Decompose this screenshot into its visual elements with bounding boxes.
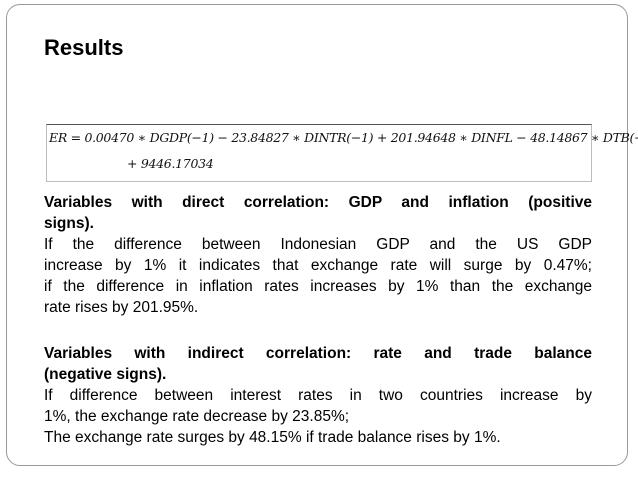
indirect-correlation-paragraph: Variables with indirect correlation: rat… [44,343,592,448]
slide-title: Results [44,35,124,60]
indirect-heading-line-1: Variables with indirect correlation: rat… [44,345,592,362]
direct-text-line: increase by 1% it indicates that exchang… [44,257,592,274]
indirect-text-line: 1%, the exchange rate decrease by 23.85%… [44,408,350,425]
direct-correlation-paragraph: Variables with direct correlation: GDP a… [44,192,592,318]
indirect-text-line: The exchange rate surges by 48.15% if tr… [44,429,501,446]
regression-equation: ER = 0.00470 ∗ DGDP(−1) − 23.84827 ∗ DIN… [46,124,638,182]
equation-line-1: ER = 0.00470 ∗ DGDP(−1) − 23.84827 ∗ DIN… [49,130,638,145]
equation-line-2: + 9446.17034 [127,156,214,171]
direct-text-line: if the difference in inflation rates inc… [44,278,592,295]
direct-text-line: rate rises by 201.95%. [44,299,199,316]
slide-frame: Results ER = 0.00470 ∗ DGDP(−1) − 23.848… [6,4,638,466]
indirect-text-line: If difference between interest rates in … [44,387,592,404]
direct-heading-line-2: signs). [44,215,94,232]
direct-heading-line-1: Variables with direct correlation: GDP a… [44,194,592,211]
direct-text-line: If the difference between Indonesian GDP… [44,236,592,253]
indirect-heading-line-2: (negative signs). [44,366,167,383]
